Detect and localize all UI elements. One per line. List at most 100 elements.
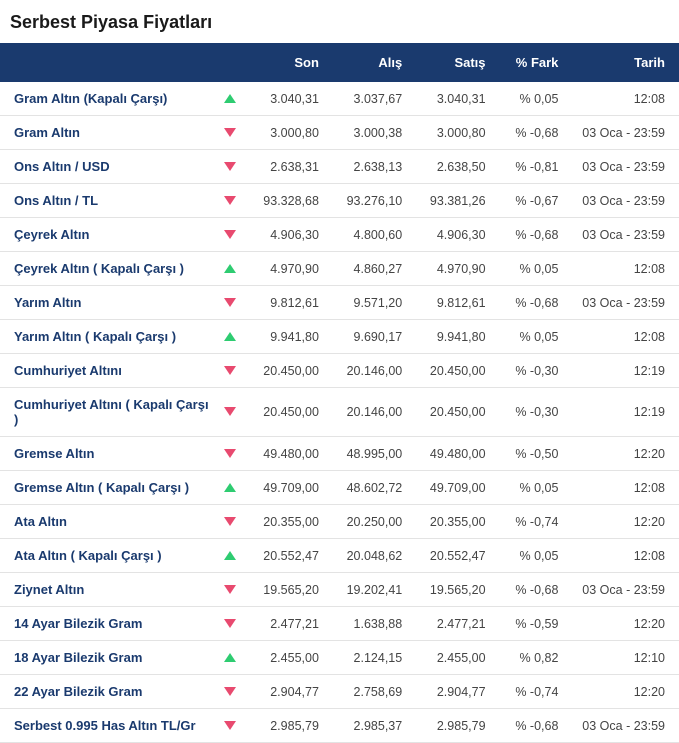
cell-satis: 3.000,80	[408, 116, 491, 150]
cell-satis: 49.480,00	[408, 437, 491, 471]
cell-son: 19.565,20	[242, 573, 325, 607]
cell-satis: 2.477,21	[408, 607, 491, 641]
cell-satis: 2.985,79	[408, 709, 491, 743]
row-name-link[interactable]: Ata Altın	[0, 505, 219, 539]
cell-son: 2.904,77	[242, 675, 325, 709]
row-name-link[interactable]: Ziynet Altın	[0, 573, 219, 607]
trend-down-icon	[219, 286, 242, 320]
row-name-link[interactable]: Ons Altın / USD	[0, 150, 219, 184]
table-row: Cumhuriyet Altını20.450,0020.146,0020.45…	[0, 354, 679, 388]
table-row: Gram Altın3.000,803.000,383.000,80% -0,6…	[0, 116, 679, 150]
cell-alis: 48.995,00	[325, 437, 408, 471]
cell-alis: 20.048,62	[325, 539, 408, 573]
row-name-link[interactable]: Çeyrek Altın	[0, 218, 219, 252]
cell-tarih: 12:19	[564, 388, 679, 437]
cell-tarih: 03 Oca - 23:59	[564, 116, 679, 150]
row-name-link[interactable]: Gremse Altın	[0, 437, 219, 471]
cell-son: 4.906,30	[242, 218, 325, 252]
cell-son: 20.355,00	[242, 505, 325, 539]
trend-down-icon	[219, 607, 242, 641]
cell-alis: 19.202,41	[325, 573, 408, 607]
cell-satis: 19.565,20	[408, 573, 491, 607]
cell-alis: 48.602,72	[325, 471, 408, 505]
cell-son: 49.709,00	[242, 471, 325, 505]
trend-down-icon	[219, 573, 242, 607]
cell-son: 3.040,31	[242, 82, 325, 116]
cell-son: 2.455,00	[242, 641, 325, 675]
row-name-link[interactable]: 14 Ayar Bilezik Gram	[0, 607, 219, 641]
cell-tarih: 03 Oca - 23:59	[564, 286, 679, 320]
row-name-link[interactable]: Gremse Altın ( Kapalı Çarşı )	[0, 471, 219, 505]
cell-alis: 3.037,67	[325, 82, 408, 116]
cell-satis: 49.709,00	[408, 471, 491, 505]
trend-up-icon	[219, 82, 242, 116]
table-row: Gremse Altın ( Kapalı Çarşı ) 49.709,0048…	[0, 471, 679, 505]
row-name-link[interactable]: Ata Altın ( Kapalı Çarşı )	[0, 539, 219, 573]
cell-alis: 2.638,13	[325, 150, 408, 184]
cell-alis: 1.638,88	[325, 607, 408, 641]
cell-satis: 20.552,47	[408, 539, 491, 573]
cell-satis: 93.381,26	[408, 184, 491, 218]
cell-fark: % 0,05	[492, 320, 565, 354]
cell-tarih: 03 Oca - 23:59	[564, 150, 679, 184]
cell-satis: 20.355,00	[408, 505, 491, 539]
cell-fark: % -0,74	[492, 505, 565, 539]
trend-down-icon	[219, 437, 242, 471]
cell-satis: 4.906,30	[408, 218, 491, 252]
trend-down-icon	[219, 709, 242, 743]
cell-tarih: 03 Oca - 23:59	[564, 184, 679, 218]
table-row: Ata Altın20.355,0020.250,0020.355,00% -0…	[0, 505, 679, 539]
cell-fark: % -0,30	[492, 354, 565, 388]
page-title: Serbest Piyasa Fiyatları	[0, 0, 679, 43]
cell-son: 2.477,21	[242, 607, 325, 641]
row-name-link[interactable]: 18 Ayar Bilezik Gram	[0, 641, 219, 675]
cell-fark: % 0,05	[492, 539, 565, 573]
table-row: Çeyrek Altın4.906,304.800,604.906,30% -0…	[0, 218, 679, 252]
cell-fark: % 0,05	[492, 252, 565, 286]
cell-alis: 2.124,15	[325, 641, 408, 675]
row-name-link[interactable]: Gram Altın	[0, 116, 219, 150]
trend-up-icon	[219, 471, 242, 505]
table-row: Ziynet Altın19.565,2019.202,4119.565,20%…	[0, 573, 679, 607]
trend-down-icon	[219, 150, 242, 184]
cell-tarih: 03 Oca - 23:59	[564, 573, 679, 607]
cell-satis: 2.904,77	[408, 675, 491, 709]
cell-son: 3.000,80	[242, 116, 325, 150]
row-name-link[interactable]: 22 Ayar Bilezik Gram	[0, 675, 219, 709]
cell-fark: % -0,50	[492, 437, 565, 471]
cell-alis: 20.250,00	[325, 505, 408, 539]
cell-son: 2.985,79	[242, 709, 325, 743]
row-name-link[interactable]: Gram Altın (Kapalı Çarşı)	[0, 82, 219, 116]
cell-tarih: 12:20	[564, 607, 679, 641]
col-alis: Alış	[325, 43, 408, 82]
cell-fark: % -0,30	[492, 388, 565, 437]
table-row: Gram Altın (Kapalı Çarşı) 3.040,313.037,6…	[0, 82, 679, 116]
cell-tarih: 03 Oca - 23:59	[564, 218, 679, 252]
row-name-link[interactable]: Yarım Altın ( Kapalı Çarşı )	[0, 320, 219, 354]
cell-alis: 4.800,60	[325, 218, 408, 252]
cell-tarih: 12:10	[564, 641, 679, 675]
row-name-link[interactable]: Ons Altın / TL	[0, 184, 219, 218]
cell-alis: 4.860,27	[325, 252, 408, 286]
trend-down-icon	[219, 116, 242, 150]
table-row: Ons Altın / TL93.328,6893.276,1093.381,2…	[0, 184, 679, 218]
row-name-link[interactable]: Yarım Altın	[0, 286, 219, 320]
row-name-link[interactable]: Çeyrek Altın ( Kapalı Çarşı )	[0, 252, 219, 286]
col-satis: Satış	[408, 43, 491, 82]
table-header-row: Son Alış Satış % Fark Tarih	[0, 43, 679, 82]
trend-down-icon	[219, 184, 242, 218]
prices-table: Son Alış Satış % Fark Tarih Gram Altın (…	[0, 43, 679, 743]
row-name-link[interactable]: Cumhuriyet Altını ( Kapalı Çarşı )	[0, 388, 219, 437]
cell-alis: 3.000,38	[325, 116, 408, 150]
row-name-link[interactable]: Cumhuriyet Altını	[0, 354, 219, 388]
cell-satis: 20.450,00	[408, 388, 491, 437]
cell-satis: 9.812,61	[408, 286, 491, 320]
cell-alis: 20.146,00	[325, 388, 408, 437]
cell-son: 20.552,47	[242, 539, 325, 573]
table-row: Ons Altın / USD2.638,312.638,132.638,50%…	[0, 150, 679, 184]
col-fark: % Fark	[492, 43, 565, 82]
row-name-link[interactable]: Serbest 0.995 Has Altın TL/Gr	[0, 709, 219, 743]
table-row: Ata Altın ( Kapalı Çarşı ) 20.552,4720.04…	[0, 539, 679, 573]
cell-tarih: 12:20	[564, 505, 679, 539]
cell-satis: 2.455,00	[408, 641, 491, 675]
